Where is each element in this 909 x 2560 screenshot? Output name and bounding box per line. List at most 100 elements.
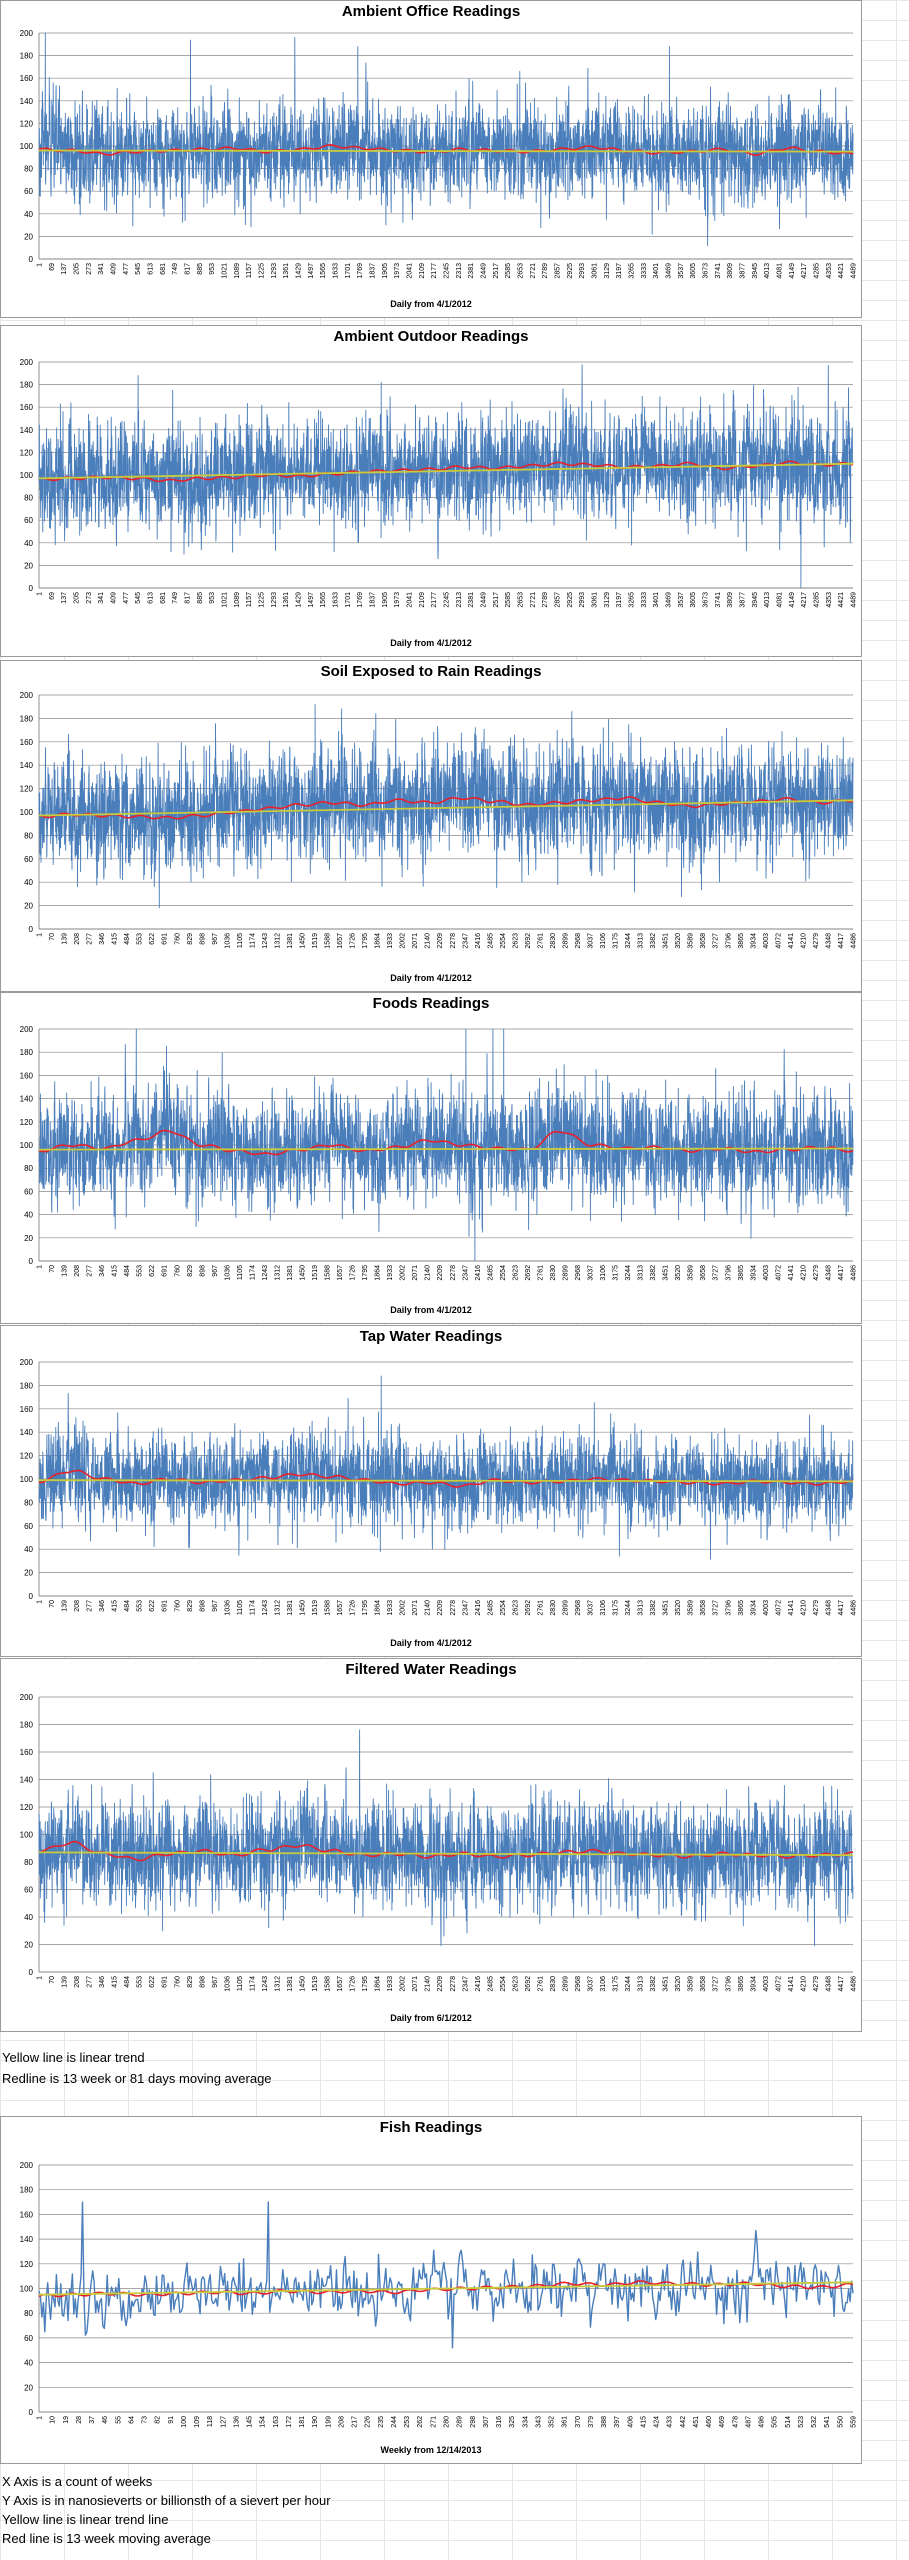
- x-tick-label: 1361: [283, 263, 290, 279]
- y-tick-label: 80: [24, 1498, 33, 1507]
- x-tick-label: 409: [111, 592, 118, 604]
- x-tick-label: 273: [86, 263, 93, 275]
- y-tick-label: 100: [20, 1475, 34, 1484]
- y-tick-label: 80: [24, 1858, 33, 1867]
- x-tick-label: 760: [174, 933, 181, 945]
- x-tick-label: 415: [112, 1976, 119, 1988]
- y-tick-label: 60: [24, 516, 33, 525]
- y-tick-label: 140: [20, 1428, 34, 1437]
- x-tick-label: 496: [759, 2416, 766, 2428]
- x-tick-label: 953: [209, 263, 216, 275]
- x-tick-label: 1157: [246, 592, 253, 607]
- x-tick-label: 2278: [450, 1265, 457, 1281]
- y-tick-label: 120: [20, 1803, 34, 1812]
- y-tick-label: 140: [20, 426, 34, 435]
- x-tick-label: 1225: [259, 263, 266, 279]
- x-tick-label: 4417: [838, 1976, 845, 1992]
- x-tick-label: 1701: [345, 263, 352, 279]
- x-tick-label: 1: [37, 1600, 44, 1604]
- trend-line: [38, 1851, 854, 1857]
- x-tick-label: 3605: [690, 263, 697, 279]
- x-tick-label: 1243: [262, 1600, 269, 1616]
- x-tick-label: 208: [338, 2416, 345, 2428]
- x-tick-label: 1036: [224, 1265, 231, 1281]
- y-tick-label: 60: [24, 1187, 33, 1196]
- y-tick-label: 140: [20, 1095, 34, 1104]
- x-tick-label: 691: [162, 1265, 169, 1277]
- x-tick-label: 3605: [690, 592, 697, 608]
- x-tick-label: 2623: [512, 1265, 519, 1281]
- x-tick-label: 1429: [296, 592, 303, 608]
- x-tick-label: 2554: [500, 1976, 507, 1992]
- x-tick-label: 3809: [727, 263, 734, 279]
- x-tick-label: 262: [417, 2416, 424, 2428]
- y-tick-label: 200: [20, 2161, 34, 2170]
- x-tick-label: 3333: [641, 263, 648, 279]
- x-tick-label: 2140: [425, 933, 432, 949]
- x-tick-label: 532: [811, 2416, 818, 2428]
- x-tick-label: 4417: [838, 1265, 845, 1281]
- x-tick-label: 3741: [715, 592, 722, 608]
- x-tick-label: 3520: [675, 1265, 682, 1281]
- x-tick-label: 1450: [299, 1976, 306, 1992]
- data-series-line: [38, 704, 854, 909]
- x-tick-label: 3934: [750, 1976, 757, 1992]
- y-tick-label: 0: [29, 2408, 34, 2417]
- x-tick-label: 3809: [727, 592, 734, 608]
- y-tick-label: 200: [20, 1693, 34, 1702]
- x-tick-label: 208: [74, 1976, 81, 1988]
- y-tick-label: 180: [20, 714, 34, 723]
- x-tick-label: 469: [719, 2416, 726, 2428]
- x-tick-label: 1497: [308, 263, 315, 279]
- x-tick-label: 1036: [224, 933, 231, 949]
- x-tick-label: 4279: [813, 1265, 820, 1281]
- x-tick-label: 208: [74, 933, 81, 945]
- x-tick-label: 817: [185, 263, 192, 275]
- x-tick-label: 3244: [625, 1265, 632, 1281]
- y-tick-label: 160: [20, 1071, 34, 1080]
- x-tick-label: 70: [49, 933, 56, 941]
- x-tick-label: 139: [62, 1265, 69, 1277]
- x-tick-label: 3673: [703, 263, 710, 279]
- x-tick-label: 1312: [274, 1265, 281, 1281]
- x-tick-label: 1933: [387, 933, 394, 949]
- x-axis-label: Daily from 4/1/2012: [390, 638, 472, 648]
- x-tick-label: 4279: [813, 1600, 820, 1616]
- x-tick-label: 2071: [412, 1600, 419, 1616]
- x-tick-label: 691: [162, 1600, 169, 1612]
- x-tick-label: 172: [286, 2416, 293, 2428]
- x-tick-label: 70: [49, 1600, 56, 1608]
- x-tick-label: 3537: [678, 592, 685, 608]
- x-tick-label: 346: [99, 1976, 106, 1988]
- chart-panel: Fish Readings 0 20 40 60 80 100 120 140 160 180 200…: [0, 2116, 862, 2464]
- x-tick-label: 2002: [400, 1265, 407, 1281]
- x-tick-label: 69: [49, 263, 56, 271]
- x-tick-label: 139: [62, 1976, 69, 1988]
- x-tick-label: 553: [137, 1976, 144, 1988]
- x-tick-label: 2109: [419, 592, 426, 608]
- y-tick-label: 100: [20, 471, 34, 480]
- x-tick-label: 64: [128, 2416, 135, 2424]
- x-tick-label: 1: [37, 2416, 44, 2420]
- x-tick-label: 2721: [530, 592, 537, 608]
- x-tick-label: 3865: [738, 1976, 745, 1992]
- x-tick-label: 2278: [450, 1976, 457, 1992]
- moving-average-line: [38, 1129, 854, 1156]
- y-tick-label: 0: [29, 1592, 34, 1601]
- y-tick-label: 120: [20, 785, 34, 794]
- x-tick-label: 1633: [333, 592, 340, 608]
- y-tick-label: 120: [20, 1452, 34, 1461]
- x-tick-label: 2554: [500, 933, 507, 949]
- y-tick-label: 160: [20, 74, 34, 83]
- x-tick-label: 3333: [641, 592, 648, 608]
- y-tick-label: 0: [29, 584, 34, 593]
- x-tick-label: 1: [37, 592, 44, 596]
- x-tick-label: 967: [212, 1265, 219, 1277]
- x-tick-label: 613: [148, 592, 155, 604]
- x-tick-label: 2968: [575, 1976, 582, 1992]
- x-tick-label: 477: [123, 592, 130, 604]
- y-tick-label: 80: [24, 1164, 33, 1173]
- x-tick-label: 4210: [800, 1600, 807, 1616]
- x-tick-label: 2653: [518, 263, 525, 279]
- x-tick-label: 4013: [764, 592, 771, 608]
